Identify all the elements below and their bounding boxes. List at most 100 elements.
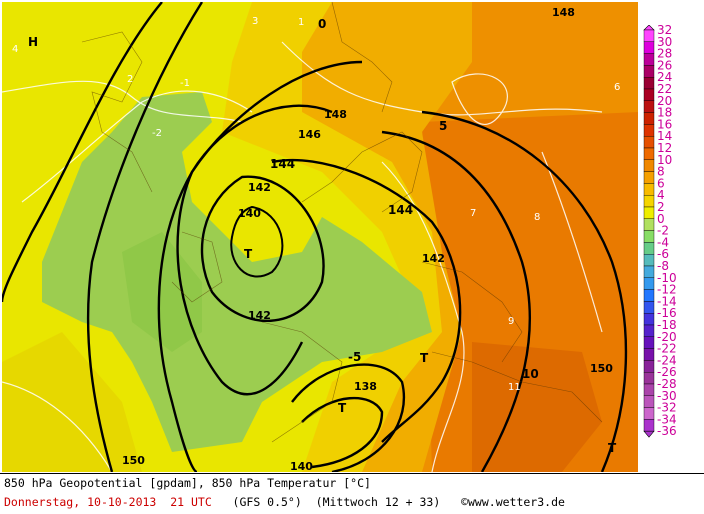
- colorbar-swatch: [643, 159, 655, 172]
- colorbar-swatch: [643, 147, 655, 161]
- temp-field-sw: [2, 332, 142, 472]
- temp-label-11: 11: [508, 382, 521, 393]
- caption-bar: 850 hPa Geopotential [gpdam], 850 hPa Te…: [0, 473, 704, 514]
- colorbar-tick-label: 18: [657, 106, 672, 120]
- temp-label-m2: -2: [152, 128, 162, 139]
- low-pressure-label-2: T: [338, 401, 347, 415]
- temperature-labels: 4 3 2 1 0 -1 -2 -5 5 6 7 8 9 10 11: [12, 16, 620, 393]
- colorbar-swatch: [643, 419, 655, 432]
- caption-title: 850 hPa Geopotential [gpdam], 850 hPa Te…: [4, 476, 371, 490]
- caption-valid: (Mittwoch 12 + 33): [315, 495, 441, 509]
- colorbar-tick-label: -20: [657, 330, 677, 344]
- colorbar-tick-label: 32: [657, 25, 672, 37]
- geo-label-142c: 142: [422, 252, 445, 265]
- geo-label-144b: 144: [388, 203, 413, 217]
- colorbar-tick-label: -16: [657, 306, 677, 320]
- colorbar-swatch: [643, 313, 655, 326]
- copyright-icon: ©: [461, 495, 468, 509]
- colorbar-swatch: [643, 301, 655, 314]
- colorbar-top-arrow: [643, 25, 655, 31]
- temp-label-9: 9: [508, 316, 514, 327]
- colorbar-swatch: [643, 277, 655, 290]
- colorbar-bottom-arrow: [643, 430, 655, 438]
- colorbar-swatch: [643, 265, 655, 279]
- temp-label-5: 5: [439, 119, 447, 133]
- colorbar-tick-label: -14: [657, 294, 677, 308]
- colorbar-tick-label: 14: [657, 129, 672, 143]
- geo-label-144: 144: [270, 157, 295, 171]
- colorbar-tick-label: 2: [657, 200, 665, 214]
- colorbar-swatches: [643, 25, 655, 438]
- colorbar-swatch: [643, 183, 655, 196]
- colorbar-tick-label: 22: [657, 82, 672, 96]
- colorbar-tick-label: 16: [657, 117, 672, 131]
- colorbar-tick-label: -2: [657, 224, 669, 238]
- colorbar-swatch: [643, 348, 655, 361]
- caption-date: 10-10-2013: [87, 495, 157, 509]
- temp-label-6: 6: [614, 82, 620, 93]
- colorbar-tick-label: 10: [657, 153, 672, 167]
- low-pressure-label-3: T: [420, 351, 429, 365]
- colorbar-swatch: [643, 29, 655, 43]
- temp-label-0: 0: [318, 17, 326, 31]
- temp-label-3: 3: [252, 16, 258, 27]
- colorbar-swatch: [643, 41, 655, 54]
- temp-label-8: 8: [534, 212, 540, 223]
- colorbar-swatch: [643, 53, 655, 66]
- colorbar-swatch: [643, 100, 655, 113]
- weather-map: 148 146 144 142 140 138 142 144 148 142 …: [2, 2, 638, 472]
- temp-field-hot-se: [472, 342, 602, 472]
- colorbar-tick-label: -26: [657, 365, 677, 379]
- colorbar-tick-label: -22: [657, 342, 677, 356]
- colorbar-tick-label: -6: [657, 247, 669, 261]
- caption-model: (GFS 0.5°): [232, 495, 302, 509]
- temp-label-2: 2: [127, 74, 133, 85]
- geo-label-140: 140: [238, 207, 261, 220]
- caption-site: www.wetter3.de: [468, 495, 565, 509]
- geo-label-148: 148: [324, 108, 347, 121]
- caption-time: 21 UTC: [170, 495, 212, 509]
- colorbar-swatch: [643, 218, 655, 231]
- low-pressure-label-1: T: [244, 247, 253, 261]
- geo-label-142: 142: [248, 181, 271, 194]
- colorbar-tick-label: -28: [657, 377, 677, 391]
- geo-label-142b: 142: [248, 309, 271, 322]
- colorbar-tick-label: 30: [657, 35, 672, 49]
- geopotential-isohypses: [2, 2, 628, 472]
- caption-day: Donnerstag,: [4, 495, 81, 509]
- colorbar-swatch: [643, 289, 655, 302]
- colorbar-swatch: [643, 194, 655, 208]
- geo-label-140b: 140: [290, 460, 313, 472]
- colorbar-tick-label: -24: [657, 353, 677, 367]
- colorbar-swatch: [643, 242, 655, 255]
- colorbar-swatch: [643, 124, 655, 137]
- colorbar-swatch: [643, 407, 655, 420]
- colorbar-tick-label: -32: [657, 401, 677, 415]
- colorbar-tick-label: 6: [657, 176, 665, 190]
- temp-label-m1: -1: [180, 78, 190, 89]
- geopotential-labels: 148 146 144 142 140 138 142 144 148 142 …: [122, 6, 613, 472]
- colorbar-swatch: [643, 372, 655, 385]
- colorbar-ticks: 32302826242220181614121086420-2-4-6-8-10…: [657, 25, 677, 438]
- temperature-isotherms: [2, 41, 603, 472]
- high-pressure-label: H: [28, 35, 38, 49]
- colorbar-tick-label: 28: [657, 47, 672, 61]
- colorbar-swatch: [643, 88, 655, 102]
- colorbar-tick-label: 20: [657, 94, 672, 108]
- colorbar-tick-label: -18: [657, 318, 677, 332]
- temp-label-7: 7: [470, 208, 476, 219]
- caption-info: Donnerstag, 10-10-2013 21 UTC (GFS 0.5°)…: [4, 495, 565, 509]
- colorbar-swatch: [643, 135, 655, 149]
- colorbar-tick-label: -8: [657, 259, 669, 273]
- geo-label-150: 150: [122, 454, 145, 467]
- colorbar-swatch: [643, 206, 655, 220]
- colorbar-tick-label: -34: [657, 412, 677, 426]
- colorbar-tick-label: 4: [657, 188, 665, 202]
- colorbar-swatch: [643, 230, 655, 243]
- colorbar-tick-label: -30: [657, 389, 677, 403]
- colorbar-tick-label: 8: [657, 165, 665, 179]
- colorbar-swatch: [643, 77, 655, 90]
- colorbar-swatch: [643, 112, 655, 125]
- colorbar-tick-label: -10: [657, 271, 677, 285]
- temp-label-m5: -5: [348, 350, 361, 364]
